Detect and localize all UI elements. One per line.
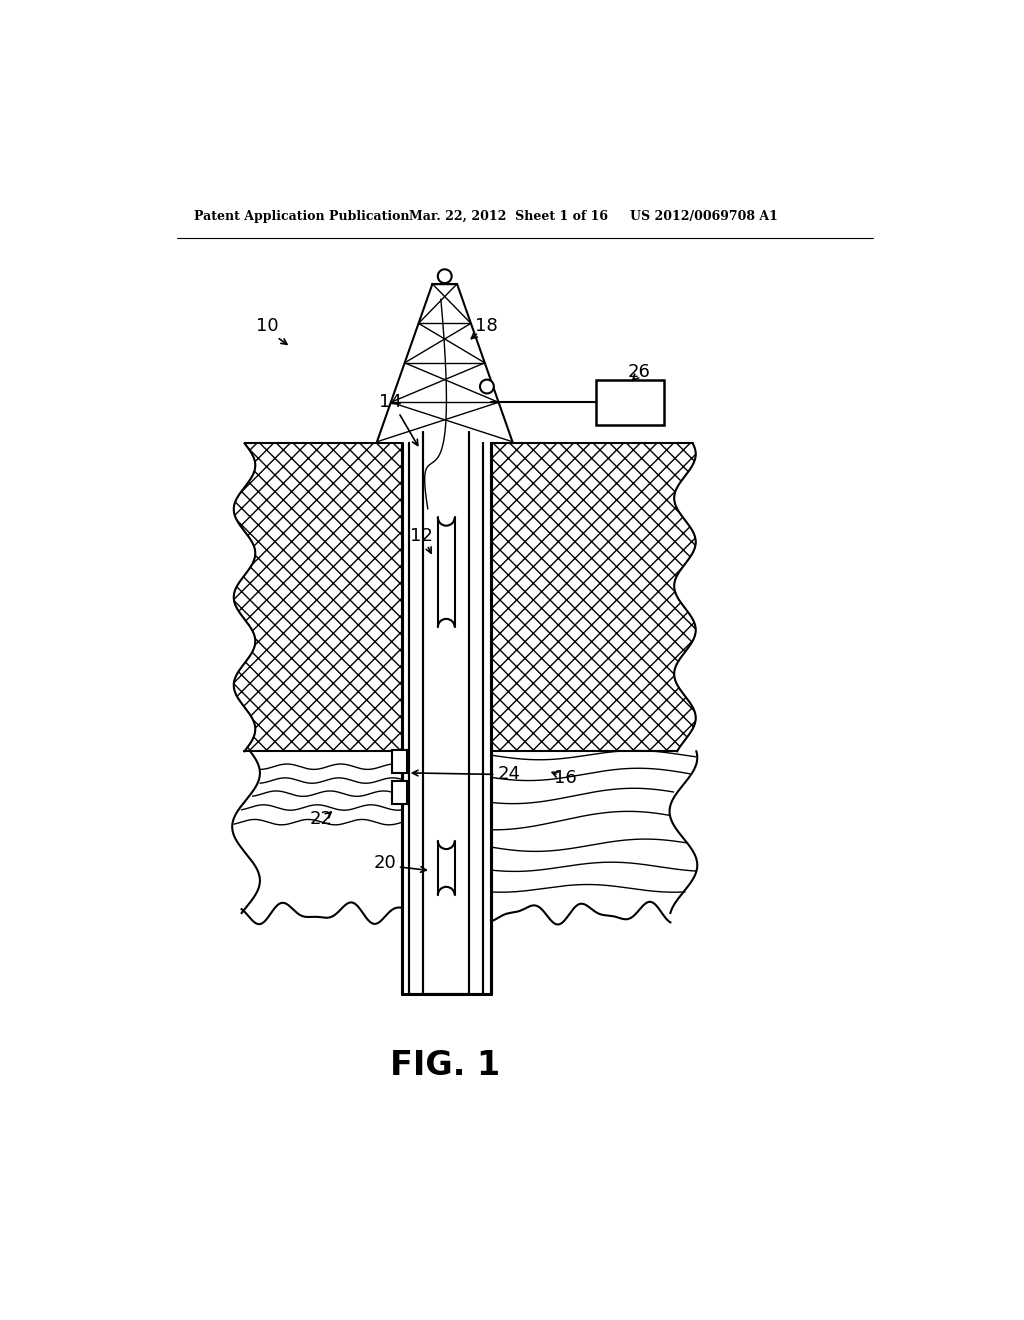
Polygon shape: [483, 444, 490, 994]
Text: 12: 12: [411, 527, 433, 545]
Bar: [438, 841, 455, 895]
Bar: [596, 380, 665, 425]
Polygon shape: [423, 432, 469, 994]
Polygon shape: [490, 444, 695, 751]
Bar: [438, 517, 455, 627]
Circle shape: [480, 380, 494, 393]
Text: 20: 20: [374, 854, 396, 873]
Text: Mar. 22, 2012  Sheet 1 of 16: Mar. 22, 2012 Sheet 1 of 16: [410, 210, 608, 223]
Bar: [391, 780, 407, 804]
Text: 22: 22: [310, 810, 333, 828]
Text: 26: 26: [628, 363, 650, 381]
Polygon shape: [373, 271, 516, 442]
Text: US 2012/0069708 A1: US 2012/0069708 A1: [630, 210, 777, 223]
Text: FIG. 1: FIG. 1: [390, 1049, 500, 1082]
Text: 24: 24: [498, 766, 521, 783]
Polygon shape: [401, 444, 410, 994]
Text: Patent Application Publication: Patent Application Publication: [194, 210, 410, 223]
Text: 10: 10: [256, 317, 279, 335]
Polygon shape: [233, 444, 401, 751]
Text: 14: 14: [379, 393, 402, 411]
Circle shape: [438, 269, 452, 284]
Polygon shape: [233, 444, 401, 751]
Bar: [391, 750, 407, 774]
Text: 18: 18: [475, 317, 498, 335]
Text: 16: 16: [554, 770, 577, 787]
